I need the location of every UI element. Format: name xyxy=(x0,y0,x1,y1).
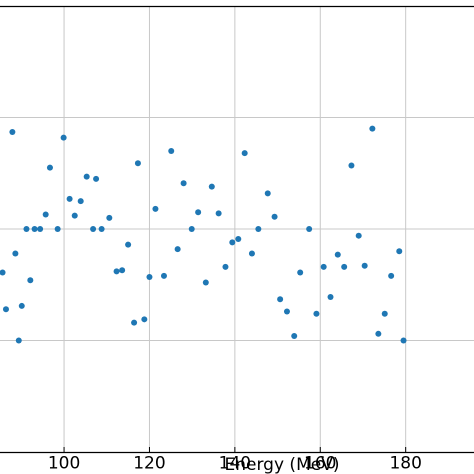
data-point xyxy=(46,164,53,171)
data-point xyxy=(125,241,132,248)
data-point xyxy=(188,226,195,232)
data-point xyxy=(222,263,229,270)
data-point xyxy=(255,226,262,232)
data-point xyxy=(375,330,382,337)
data-point xyxy=(131,319,138,326)
data-point xyxy=(264,190,271,197)
data-point xyxy=(283,308,290,315)
data-point xyxy=(388,272,395,279)
data-point xyxy=(271,213,278,220)
data-point xyxy=(93,175,100,182)
data-point xyxy=(60,134,67,141)
data-point xyxy=(12,250,19,257)
data-point xyxy=(31,226,38,232)
x-tick-label: 120 xyxy=(133,454,165,474)
data-point xyxy=(400,337,407,344)
data-point xyxy=(42,211,49,218)
data-points xyxy=(0,125,407,344)
data-point xyxy=(334,251,341,258)
data-point xyxy=(369,125,376,132)
data-point xyxy=(106,214,113,221)
data-point xyxy=(202,279,209,286)
data-point xyxy=(0,269,6,276)
data-point xyxy=(15,337,22,344)
data-point xyxy=(98,226,105,232)
x-tick-label: 180 xyxy=(389,454,421,474)
data-point xyxy=(90,226,97,232)
data-point xyxy=(348,162,355,169)
data-point xyxy=(9,128,16,135)
data-point xyxy=(174,246,181,253)
data-point xyxy=(277,296,284,303)
data-point xyxy=(215,210,222,217)
data-point xyxy=(195,209,202,216)
data-point xyxy=(341,263,348,270)
data-point xyxy=(313,310,320,317)
data-point xyxy=(168,147,175,154)
data-point xyxy=(160,272,167,279)
x-tick-labels: 100 120 140 160 180 xyxy=(48,454,422,474)
data-point xyxy=(23,226,30,232)
data-point xyxy=(54,226,61,232)
data-point xyxy=(119,267,126,274)
data-point xyxy=(229,239,236,246)
data-point xyxy=(18,302,25,309)
data-point xyxy=(77,198,84,205)
data-point xyxy=(180,180,187,187)
data-point xyxy=(248,250,255,257)
data-point xyxy=(355,232,362,239)
data-point xyxy=(71,212,78,219)
data-point xyxy=(134,160,141,167)
data-point xyxy=(235,236,242,243)
data-point xyxy=(291,333,298,340)
data-point xyxy=(208,183,215,190)
data-point xyxy=(306,226,313,232)
data-point xyxy=(113,268,120,275)
data-point xyxy=(37,226,44,232)
data-point xyxy=(327,294,334,301)
data-point xyxy=(27,277,34,284)
data-point xyxy=(146,273,153,280)
data-point xyxy=(141,316,148,323)
x-tick-label: 140 xyxy=(219,454,251,474)
data-point xyxy=(361,262,368,269)
x-axis-ticks xyxy=(63,447,407,452)
data-point xyxy=(396,248,403,255)
data-point xyxy=(83,173,90,180)
data-point xyxy=(152,205,159,212)
x-tick-label: 160 xyxy=(304,454,336,474)
grid-lines xyxy=(0,6,474,452)
data-point xyxy=(320,263,327,270)
x-tick-label: 100 xyxy=(48,454,80,474)
data-point xyxy=(297,269,304,276)
data-point xyxy=(66,195,73,202)
data-point xyxy=(241,150,248,157)
x-axis-title: Energy (MeV) xyxy=(225,455,340,474)
data-point xyxy=(2,306,9,313)
data-point xyxy=(381,310,388,317)
